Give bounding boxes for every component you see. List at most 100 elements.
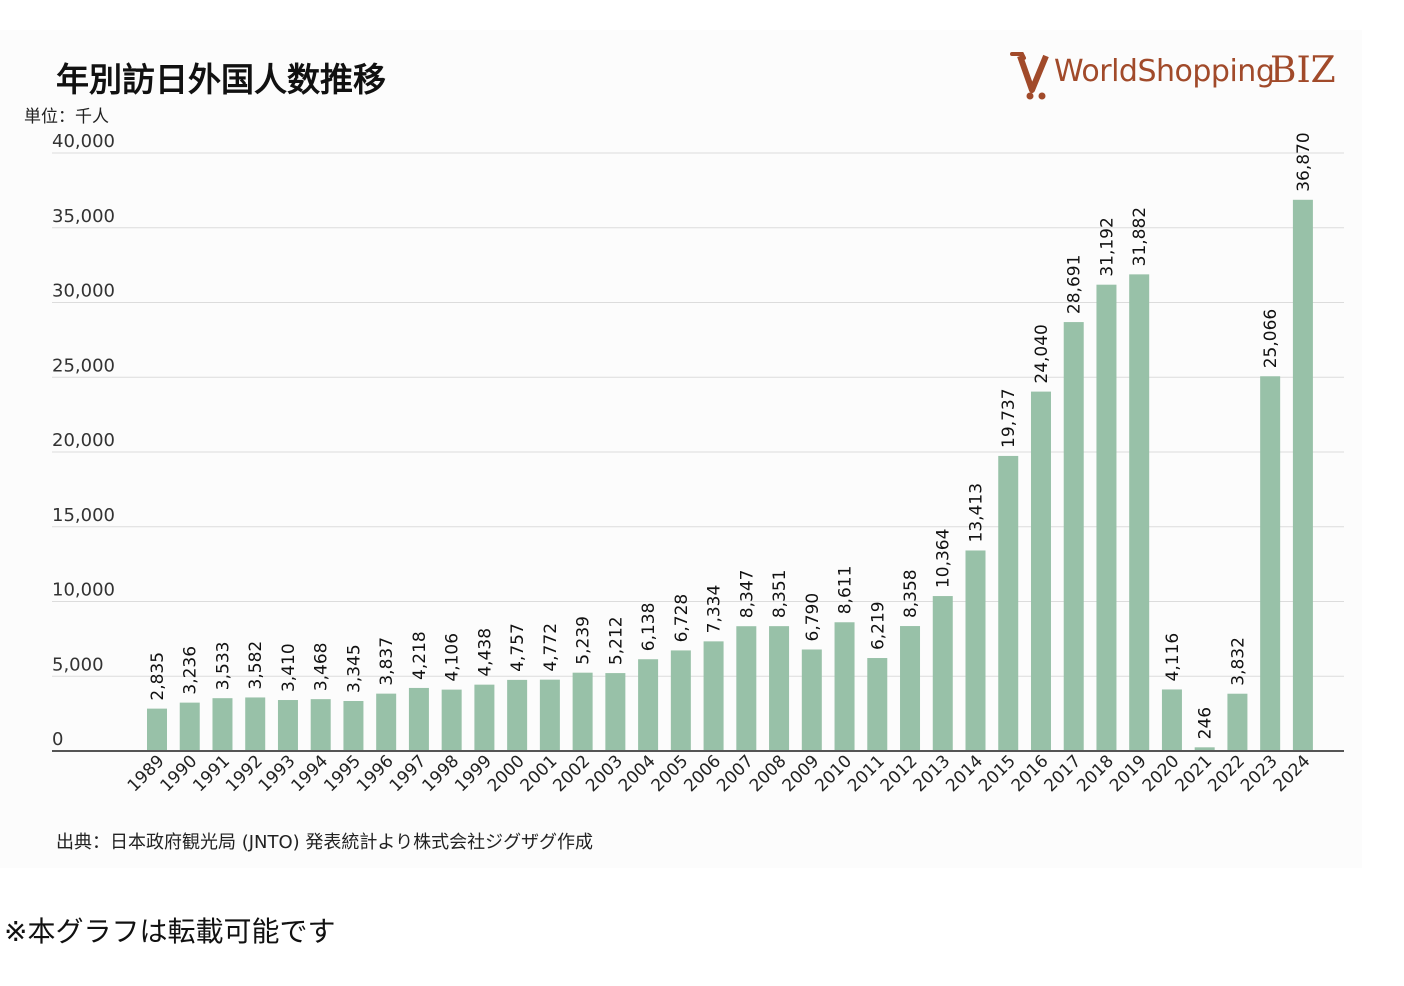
bar xyxy=(212,698,233,751)
bar xyxy=(900,626,921,751)
bar xyxy=(408,687,429,751)
x-tick-label: 2021 xyxy=(1171,751,1216,796)
data-label: 8,347 xyxy=(737,570,757,619)
x-tick-label: 2020 xyxy=(1139,751,1184,796)
logo-text-biz: BIZ xyxy=(1270,50,1336,91)
data-label: 3,236 xyxy=(181,646,201,695)
bar xyxy=(507,679,528,751)
data-label: 3,410 xyxy=(279,643,299,692)
x-tick-label: 1998 xyxy=(418,751,463,796)
bar xyxy=(1129,274,1150,751)
data-label: 3,345 xyxy=(344,644,364,693)
data-label: 3,832 xyxy=(1228,637,1248,686)
x-tick-label: 1994 xyxy=(288,751,333,796)
data-label: 8,611 xyxy=(836,566,856,615)
bar xyxy=(801,649,822,751)
bar xyxy=(932,596,953,751)
worldshopping-biz-logo: WorldShopping BIZ xyxy=(1010,46,1350,104)
bar xyxy=(376,693,397,751)
x-tick-label: 2002 xyxy=(549,751,594,796)
x-tick-label: 1995 xyxy=(320,751,365,796)
data-label: 4,106 xyxy=(443,633,463,682)
y-tick-label: 15,000 xyxy=(52,505,115,526)
x-tick-label: 2015 xyxy=(975,751,1020,796)
data-label: 6,728 xyxy=(672,594,692,643)
bar xyxy=(834,622,855,751)
x-tick-label: 1999 xyxy=(451,751,496,796)
bar xyxy=(1030,391,1051,751)
x-tick-label: 2012 xyxy=(877,751,922,796)
x-tick-label: 1989 xyxy=(124,751,169,796)
data-label: 8,358 xyxy=(901,569,921,618)
logo-text-main: WorldShopping xyxy=(1054,54,1275,89)
data-label: 4,772 xyxy=(541,623,561,672)
x-tick-label: 1993 xyxy=(255,751,300,796)
data-label: 246 xyxy=(1196,707,1216,739)
data-label: 4,757 xyxy=(508,623,528,672)
data-label: 2,835 xyxy=(148,652,168,701)
bar xyxy=(605,673,626,751)
x-tick-label: 2005 xyxy=(648,751,693,796)
data-label: 3,582 xyxy=(246,641,266,690)
shopping-cart-icon xyxy=(1010,52,1049,100)
x-tick-label: 2001 xyxy=(517,751,562,796)
bar xyxy=(703,641,724,751)
bar xyxy=(277,700,298,751)
reprint-note: ※本グラフは転載可能です xyxy=(4,915,336,948)
x-tick-label: 2006 xyxy=(680,751,725,796)
x-tick-label: 2011 xyxy=(844,751,889,796)
bar xyxy=(1194,747,1215,751)
data-label: 36,870 xyxy=(1294,132,1314,191)
x-tick-label: 2014 xyxy=(942,751,987,796)
data-label: 3,533 xyxy=(213,642,233,691)
y-tick-label: 20,000 xyxy=(52,430,115,451)
y-tick-label: 40,000 xyxy=(52,131,115,152)
data-label: 8,351 xyxy=(770,569,790,618)
data-label: 4,218 xyxy=(410,631,430,680)
x-tick-label: 2000 xyxy=(484,751,529,796)
x-tick-label: 2008 xyxy=(746,751,791,796)
bar xyxy=(474,684,495,751)
source-text: 出典：日本政府観光局 (JNTO) 発表統計より株式会社ジグザグ作成 xyxy=(56,832,594,853)
x-tick-label: 2013 xyxy=(910,751,955,796)
bar xyxy=(1227,693,1248,751)
bar xyxy=(1292,199,1313,751)
x-tick-label: 2010 xyxy=(811,751,856,796)
data-label: 6,138 xyxy=(639,603,659,652)
bar xyxy=(867,658,888,751)
y-axis-unit-label: 単位：千人 xyxy=(24,107,109,127)
bar xyxy=(147,708,167,751)
bar xyxy=(343,700,364,751)
data-label: 24,040 xyxy=(1032,324,1052,383)
data-label: 25,066 xyxy=(1261,309,1281,368)
data-label: 7,334 xyxy=(705,585,725,634)
x-tick-label: 1991 xyxy=(189,751,234,796)
data-label: 4,438 xyxy=(475,628,495,677)
bar xyxy=(965,550,986,751)
bar xyxy=(245,697,266,751)
bar xyxy=(1260,376,1281,751)
x-tick-label: 2017 xyxy=(1041,751,1086,796)
bar xyxy=(539,679,560,751)
data-label: 6,219 xyxy=(868,601,888,650)
bar xyxy=(179,702,200,751)
data-label: 19,737 xyxy=(999,388,1019,447)
y-tick-label: 35,000 xyxy=(52,206,115,227)
data-label: 3,837 xyxy=(377,637,397,686)
x-tick-label: 2018 xyxy=(1073,751,1118,796)
x-tick-label: 1990 xyxy=(157,751,202,796)
data-label: 5,212 xyxy=(606,616,626,665)
x-tick-label: 2022 xyxy=(1204,751,1249,796)
bar xyxy=(1161,689,1182,751)
y-tick-label: 5,000 xyxy=(52,654,104,675)
data-label: 6,790 xyxy=(803,593,823,642)
x-tick-label: 1992 xyxy=(222,751,267,796)
data-label: 4,116 xyxy=(1163,633,1183,682)
bar xyxy=(441,689,462,751)
chart-title: 年別訪日外国人数推移 xyxy=(56,60,386,99)
bar xyxy=(1096,284,1117,751)
y-tick-label: 25,000 xyxy=(52,355,115,376)
x-tick-label: 2003 xyxy=(582,751,627,796)
bar xyxy=(769,626,790,751)
